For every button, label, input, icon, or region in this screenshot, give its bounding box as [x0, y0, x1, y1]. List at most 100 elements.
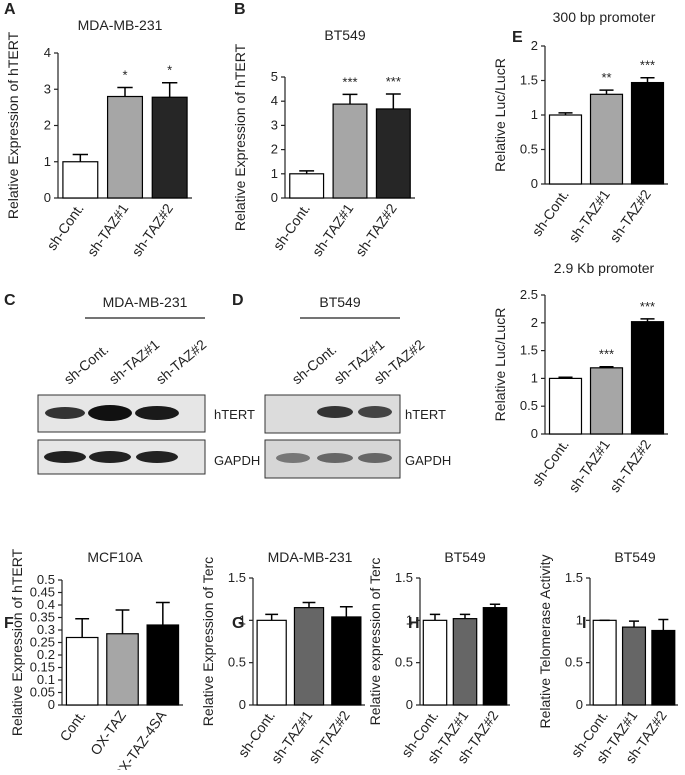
significance: ***	[386, 74, 401, 89]
panel-label: H	[408, 615, 420, 632]
blot-image	[264, 394, 401, 479]
bar	[151, 96, 188, 199]
blot-title: BT549	[319, 294, 360, 310]
error-bar	[75, 618, 90, 638]
y-tick-label: 1	[44, 154, 51, 169]
y-tick-label: 0.3	[37, 622, 55, 637]
y-axis-label: Relative Luc/LucR	[492, 58, 508, 172]
bar	[621, 626, 647, 706]
y-tick-label: 2	[531, 38, 538, 53]
error-bar	[162, 81, 178, 98]
y-tick-label: 0	[576, 697, 583, 712]
significance: *	[167, 63, 172, 78]
bar	[293, 607, 325, 706]
chart-title: 300 bp promoter	[553, 9, 656, 25]
y-tick-label: 1	[576, 612, 583, 627]
bar	[548, 377, 583, 435]
panel-label: D	[232, 292, 244, 309]
y-tick-label: 0	[406, 697, 413, 712]
y-tick-label: 1	[531, 370, 538, 385]
panel-label: A	[4, 1, 16, 18]
y-tick-label: 3	[271, 117, 278, 132]
y-axis-label: Relative Expression of hTERT	[5, 31, 21, 219]
chart-title: MDA-MB-231	[78, 17, 163, 33]
y-tick-label: 1	[406, 612, 413, 627]
row-label: hTERT	[405, 407, 446, 422]
panel-label: F	[4, 615, 14, 632]
y-tick-label: 1	[271, 166, 278, 181]
significance: **	[601, 70, 611, 85]
bar	[592, 619, 617, 706]
error-bar	[339, 606, 353, 617]
error-bar	[640, 76, 655, 83]
bar	[65, 636, 99, 706]
bar	[331, 616, 362, 706]
y-tick-label: 0.5	[520, 398, 538, 413]
y-tick-label: 0.05	[30, 685, 55, 700]
bar	[106, 633, 139, 706]
y-tick-label: 0	[531, 426, 538, 441]
bar	[589, 93, 624, 185]
y-axis-label: Relative Expression of Terc	[200, 557, 216, 726]
error-bar	[599, 89, 614, 95]
panel-label: I	[582, 615, 586, 632]
y-tick-label: 0.5	[395, 655, 413, 670]
error-bar	[115, 609, 130, 634]
error-bar	[342, 93, 358, 105]
y-tick-label: 0.15	[30, 660, 55, 675]
y-tick-label: 1	[531, 107, 538, 122]
y-tick-label: 0.45	[30, 585, 55, 600]
panel-label: B	[234, 1, 246, 18]
panel-label: G	[232, 615, 244, 632]
significance: *	[122, 67, 127, 82]
error-bar	[599, 365, 614, 368]
bar	[289, 173, 325, 199]
y-tick-label: 0	[239, 697, 246, 712]
bar	[630, 321, 665, 435]
panel-label: C	[4, 292, 16, 309]
panel-label: E	[512, 29, 523, 46]
y-axis-label: Relative Telomerase Activity	[537, 554, 553, 728]
y-tick-label: 1.5	[228, 570, 246, 585]
y-tick-label: 1.5	[395, 570, 413, 585]
y-tick-label: 0.2	[37, 647, 55, 662]
bar	[630, 81, 665, 185]
y-tick-label: 0	[531, 176, 538, 191]
error-bar	[558, 376, 573, 379]
y-tick-label: 2.5	[520, 287, 538, 302]
bar	[422, 619, 448, 706]
significance: ***	[640, 58, 655, 73]
error-bar	[155, 601, 170, 625]
y-tick-label: 4	[271, 93, 278, 108]
bar	[482, 607, 508, 706]
bar	[548, 114, 583, 185]
y-tick-label: 0.1	[37, 672, 55, 687]
y-tick-label: 0	[271, 190, 278, 205]
y-tick-label: 0.35	[30, 610, 55, 625]
significance: ***	[342, 74, 357, 89]
y-tick-label: 1.5	[520, 73, 538, 88]
y-tick-label: 2	[271, 142, 278, 157]
y-axis-label: Relative Expression of hTERT	[232, 43, 248, 231]
error-bar	[302, 601, 316, 608]
y-axis-label: Relative expression of Terc	[367, 558, 383, 726]
chart-title: MDA-MB-231	[268, 549, 353, 565]
y-tick-label: 4	[44, 45, 51, 60]
y-tick-label: 0.5	[37, 572, 55, 587]
y-tick-label: 3	[44, 81, 51, 96]
error-bar	[628, 620, 640, 628]
bar	[332, 103, 368, 199]
y-tick-label: 5	[271, 69, 278, 84]
error-bar	[640, 318, 655, 322]
error-bar	[299, 170, 315, 174]
bar	[589, 367, 624, 435]
bar	[106, 95, 144, 199]
y-tick-label: 1.5	[520, 343, 538, 358]
bar	[256, 619, 287, 706]
y-tick-label: 2	[44, 118, 51, 133]
error-bar	[265, 613, 279, 621]
bar	[146, 624, 180, 706]
y-tick-label: 1	[239, 612, 246, 627]
chart-title: BT549	[324, 27, 365, 43]
